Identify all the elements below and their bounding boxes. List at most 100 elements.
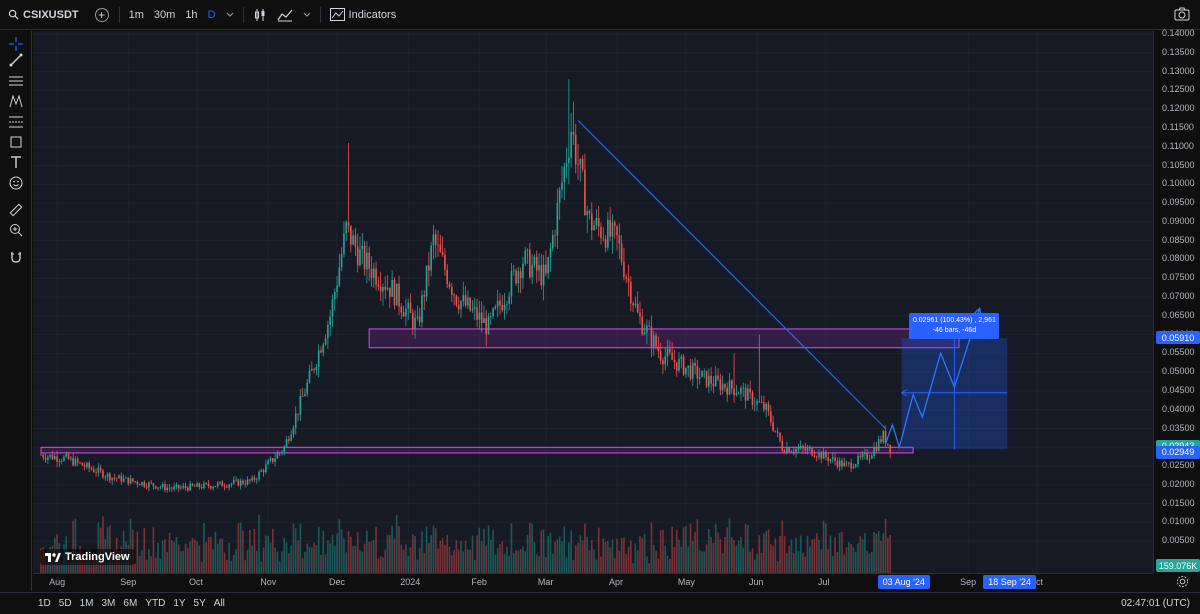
emoji-tool[interactable] (7, 174, 25, 192)
volume-bar (386, 534, 389, 573)
fib-tool[interactable] (7, 113, 25, 131)
time-scale[interactable]: Aug Sep Oct Nov Dec 2024 Feb Mar Apr May Jun Jul Sep… (33, 573, 1153, 590)
chart-settings-button[interactable] (1176, 575, 1189, 591)
volume-bar (818, 539, 820, 573)
magnet-tool[interactable] (7, 248, 25, 266)
candle-body (540, 265, 543, 286)
candle-body (561, 182, 563, 190)
volume-bar (792, 553, 795, 573)
candle-body (565, 163, 568, 167)
volume-bar (102, 516, 104, 573)
candle-body (556, 202, 559, 236)
support-resistance-zone (368, 328, 960, 349)
candle-body (868, 458, 871, 460)
tradingview-watermark[interactable]: TradingView (40, 549, 135, 565)
interval-dropdown[interactable] (221, 4, 239, 26)
pattern-tool[interactable] (7, 92, 25, 110)
range-all[interactable]: All (213, 598, 225, 609)
volume-bar (593, 549, 595, 573)
volume-bar (721, 553, 724, 573)
volume-bar (852, 547, 855, 573)
interval-30m[interactable]: 30m (153, 8, 176, 21)
volume-bar (657, 558, 660, 573)
price-tick-label: 0.02500 (1162, 460, 1195, 471)
candle-body (154, 486, 157, 489)
indicators-button[interactable]: Indicators (325, 4, 402, 26)
candle-body (487, 316, 490, 335)
utc-clock[interactable]: 02:47:01 (UTC) (1121, 598, 1190, 609)
volume-bar (797, 551, 800, 573)
time-tick-label: Jun (749, 577, 764, 587)
candle-body (361, 245, 364, 250)
candle-body (510, 271, 513, 297)
candle-body (753, 404, 756, 406)
range-1y[interactable]: 1Y (173, 598, 186, 609)
volume-bar (294, 528, 297, 573)
volume-bar (148, 549, 150, 573)
horizontal-lines-tool[interactable] (7, 72, 25, 90)
candle-body (212, 487, 214, 489)
volume-bar (815, 533, 818, 573)
volume-bar (687, 546, 689, 573)
chart-type-dropdown[interactable] (298, 4, 316, 26)
compare-symbol-button[interactable]: + (94, 7, 109, 22)
zoom-tool[interactable] (7, 221, 25, 239)
volume-bar (586, 536, 589, 573)
volume-bar (772, 545, 774, 573)
candle-body (875, 447, 878, 451)
range-6m[interactable]: 6M (123, 598, 138, 609)
range-1d[interactable]: 1D (38, 598, 51, 609)
text-tool[interactable] (7, 153, 25, 171)
chart-type-button[interactable] (272, 4, 298, 26)
time-tick-label: Oct (189, 577, 204, 587)
interval-1h[interactable]: 1h (185, 8, 198, 21)
candle-body (602, 238, 605, 239)
range-1m[interactable]: 1M (79, 598, 94, 609)
range-5y[interactable]: 5Y (193, 598, 206, 609)
volume-bar (613, 557, 616, 573)
candle-body (214, 486, 217, 488)
range-ytd[interactable]: YTD (145, 598, 166, 609)
volume-bar (311, 547, 313, 573)
text-icon (11, 156, 21, 168)
volume-bar (625, 554, 628, 573)
volume-bar (501, 541, 504, 573)
measure-start-date-badge: 03 Aug '24 (877, 575, 930, 589)
volume-bar (531, 523, 533, 573)
interval-1m[interactable]: 1m (128, 8, 144, 21)
symbol-search-button[interactable]: CSIXUSDT (0, 0, 89, 30)
price-tick-label: 0.01000 (1162, 516, 1195, 527)
crosshair-icon (9, 37, 23, 51)
range-3m[interactable]: 3M (101, 598, 116, 609)
candle-body (184, 485, 187, 488)
trend-line-tool[interactable] (7, 51, 25, 69)
candle-body (740, 388, 742, 394)
crosshair-tool[interactable] (7, 35, 25, 53)
interval-d[interactable]: D (207, 8, 216, 21)
price-chart[interactable] (33, 31, 1153, 573)
volume-bar (786, 553, 788, 573)
volume-bar (604, 541, 607, 573)
volume-bar (329, 543, 331, 573)
ruler-tool[interactable] (7, 201, 25, 219)
volume-bar (143, 528, 146, 573)
volume-bar (616, 538, 618, 573)
chart-pane[interactable]: TradingView 0.02961 (100.43%) , 2,961 -4… (33, 31, 1153, 573)
range-5d[interactable]: 5D (58, 598, 72, 609)
candle-body (223, 486, 226, 488)
time-tick-label: Dec (329, 577, 346, 587)
candle-body (781, 440, 784, 451)
candle-body (423, 295, 426, 297)
candle-body (285, 439, 288, 447)
rectangle-tool[interactable] (7, 133, 25, 151)
candle-body (131, 478, 134, 482)
snapshot-button[interactable] (1174, 7, 1190, 24)
candle-body (432, 234, 435, 246)
price-scale[interactable]: 0.14000 0.13500 0.13000 0.12500 0.12000 0.115… (1153, 28, 1200, 573)
volume-bar (827, 549, 829, 573)
bar-style-button[interactable] (248, 4, 272, 26)
volume-bar (813, 538, 816, 573)
volume-bar (870, 551, 873, 573)
volume-bar (884, 518, 887, 573)
candle-body (588, 211, 591, 214)
